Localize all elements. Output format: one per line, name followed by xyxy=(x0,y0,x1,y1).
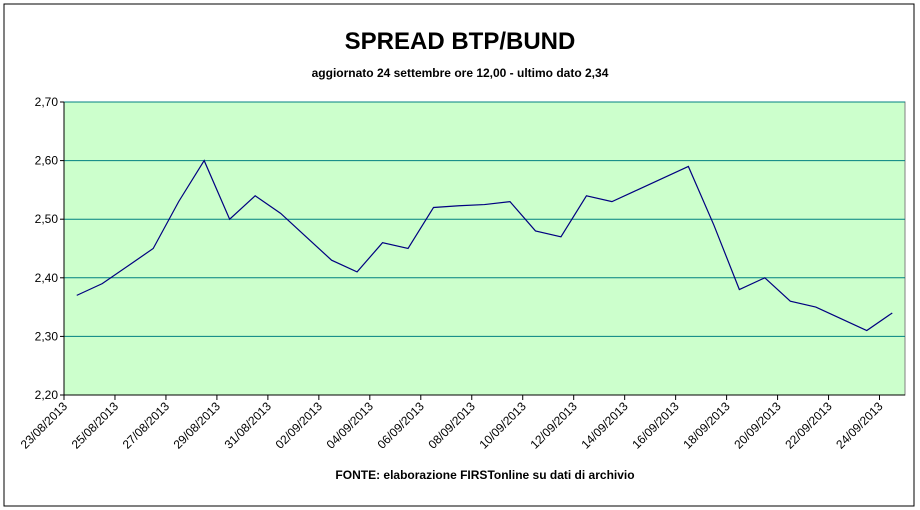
y-tick-label: 2,50 xyxy=(35,212,59,226)
plot-area xyxy=(63,101,906,396)
chart-title: SPREAD BTP/BUND xyxy=(345,28,576,55)
y-tick-label: 2,60 xyxy=(35,154,59,168)
y-tick-label: 2,20 xyxy=(35,388,59,402)
y-tick-label: 2,40 xyxy=(35,271,59,285)
series-line xyxy=(76,159,893,332)
y-tick-label: 2,30 xyxy=(35,329,59,343)
chart-subtitle: aggiornato 24 settembre ore 12,00 - ulti… xyxy=(312,66,609,80)
y-tick-label: 2,70 xyxy=(35,95,59,109)
source-note: FONTE: elaborazione FIRSTonline su dati … xyxy=(335,468,634,482)
